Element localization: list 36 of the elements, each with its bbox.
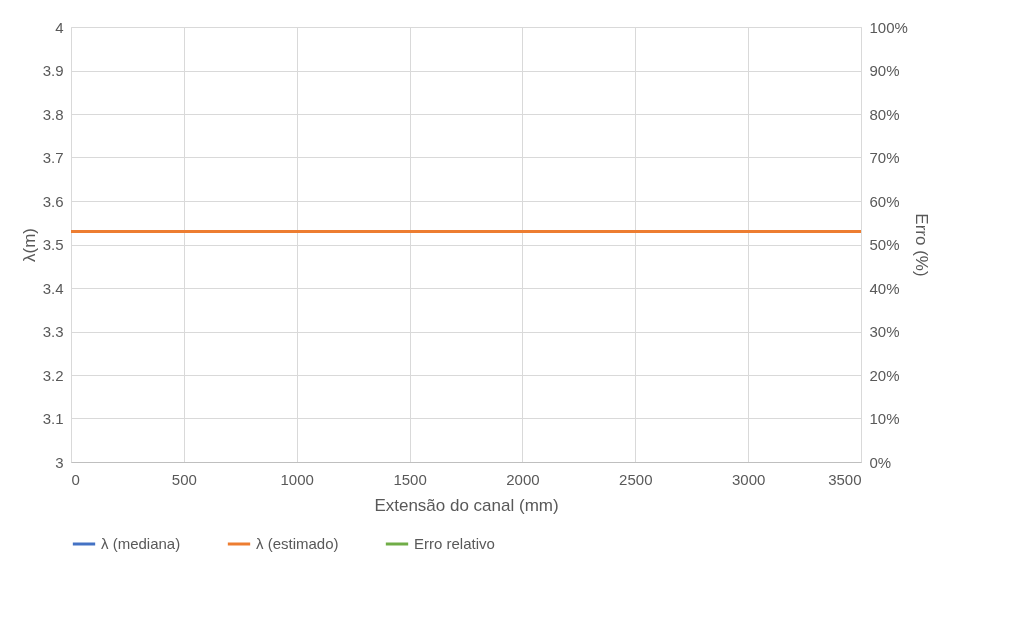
y-tick-label: 3.4 <box>42 279 64 297</box>
y2-tick-label: 50% <box>869 236 900 253</box>
x-tick-label: 2500 <box>619 470 653 488</box>
x-tick-label: 2000 <box>506 470 540 488</box>
y-axis-title: λ(m) <box>19 228 39 262</box>
y2-tick-label: 60% <box>869 192 900 210</box>
y-tick-label: 3.9 <box>42 62 64 79</box>
y-tick-label: 3.2 <box>42 366 64 384</box>
x-tick-label: 1000 <box>280 470 314 488</box>
y2-axis-title: Erro (%) <box>911 213 931 277</box>
x-tick-label: 0 <box>71 470 80 488</box>
y2-tick-label: 80% <box>869 105 900 123</box>
y-tick-label: 3.5 <box>42 236 64 253</box>
y-tick-label: 4 <box>55 18 64 36</box>
legend-label: λ (estimado) <box>256 535 339 552</box>
y-tick-label: 3.7 <box>42 149 64 166</box>
y2-tick-label: 40% <box>869 279 900 297</box>
x-tick-label: 500 <box>171 470 197 488</box>
y2-tick-label: 10% <box>869 410 900 427</box>
legend-label: Erro relativo <box>414 535 495 552</box>
x-tick-label: 3500 <box>828 470 862 488</box>
y2-tick-label: 20% <box>869 366 900 384</box>
y2-tick-label: 100% <box>869 18 908 36</box>
y-tick-label: 3.8 <box>42 105 64 123</box>
x-tick-label: 3000 <box>731 470 766 488</box>
y-tick-label: 3 <box>55 453 64 471</box>
x-axis-title: Extensão do canal (mm) <box>374 495 559 515</box>
y2-tick-label: 0% <box>869 453 892 471</box>
y-tick-label: 3.3 <box>42 323 64 340</box>
y-tick-label: 3.6 <box>42 192 64 210</box>
legend-label: λ (mediana) <box>101 535 181 552</box>
y2-tick-label: 90% <box>869 62 900 79</box>
y-tick-label: 3.1 <box>42 410 64 427</box>
y2-tick-label: 30% <box>869 323 900 340</box>
x-tick-label: 1500 <box>393 470 427 488</box>
y2-tick-label: 70% <box>869 149 900 166</box>
